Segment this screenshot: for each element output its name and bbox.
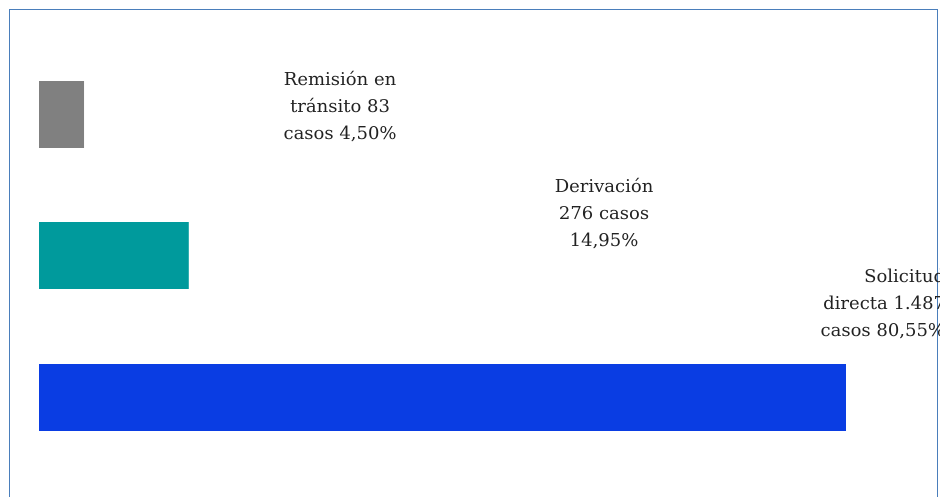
bar [39, 81, 85, 148]
chart-frame [9, 9, 938, 497]
data-label: Derivación 276 casos 14,95% [554, 176, 654, 251]
bar [39, 364, 846, 431]
bar [39, 222, 189, 289]
data-label: Remisión en tránsito 83 casos 4,50% [283, 69, 397, 144]
data-label: Solicitud directa 1.487 casos 80,55% [820, 266, 940, 341]
